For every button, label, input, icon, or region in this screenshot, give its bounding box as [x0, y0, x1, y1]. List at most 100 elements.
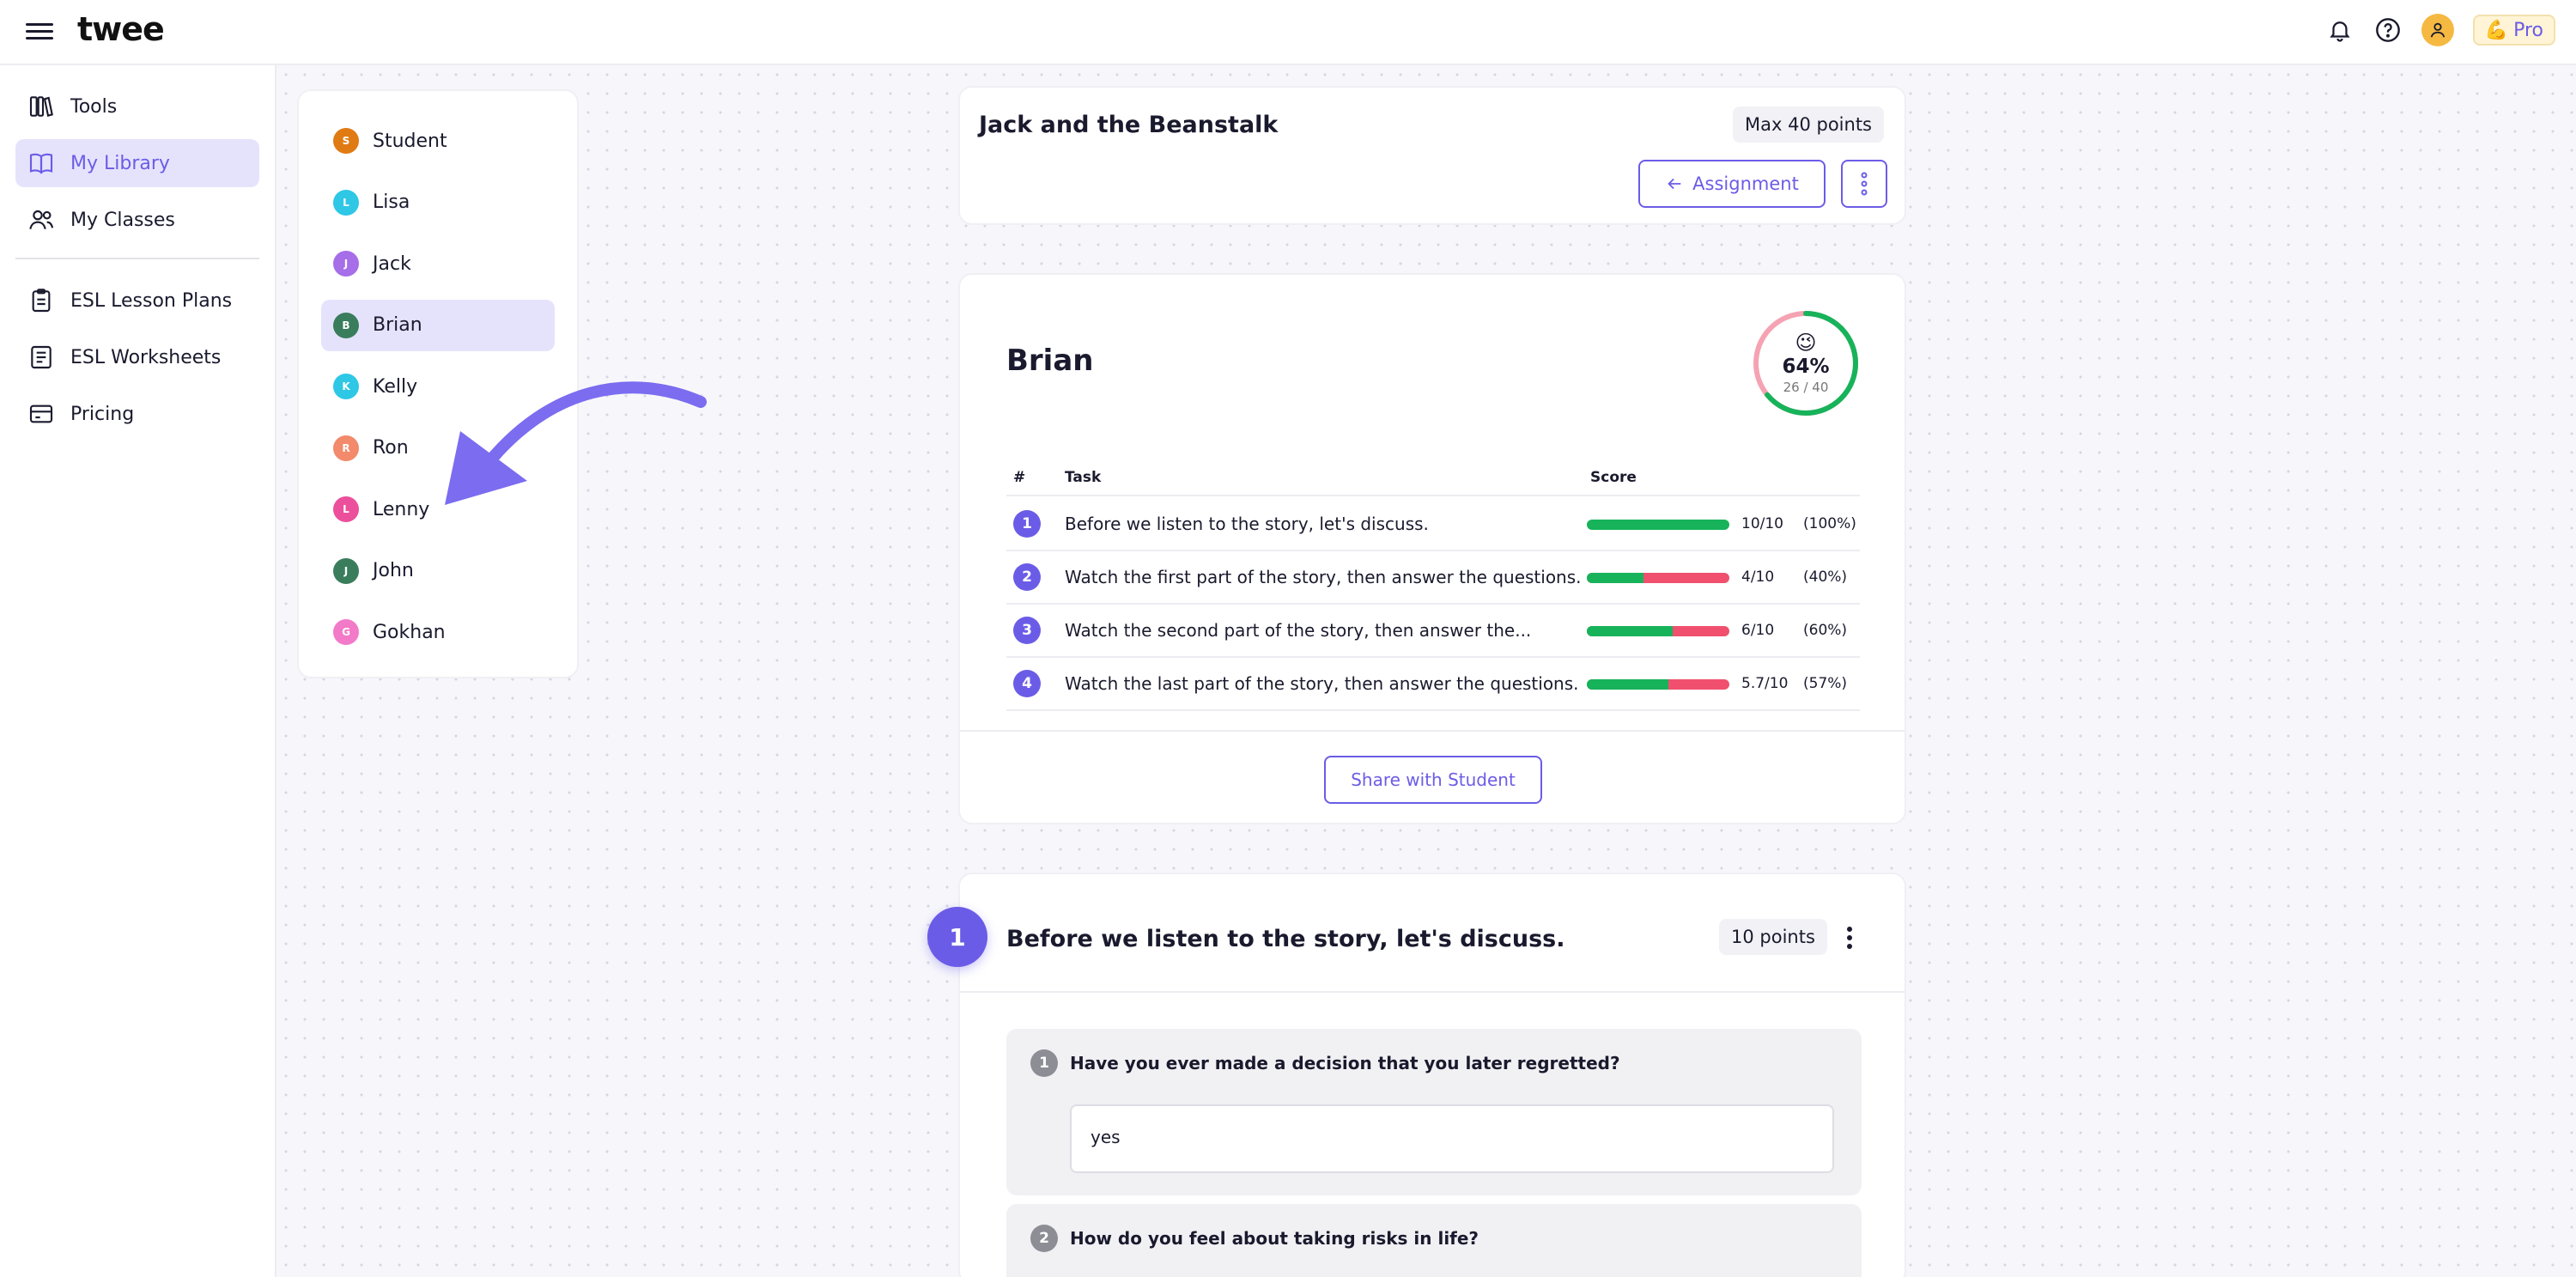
- student-name: Lisa: [373, 192, 410, 213]
- table-row[interactable]: 4 Watch the last part of the story, then…: [1006, 658, 1860, 711]
- score-bar: [1587, 573, 1729, 583]
- result-student-name: Brian: [1006, 344, 1094, 378]
- table-header: # Task Score: [1006, 462, 1860, 496]
- task-points-badge: 10 points: [1719, 919, 1827, 955]
- sidebar-item-label: ESL Worksheets: [70, 346, 222, 368]
- task-score: 4/10: [1741, 569, 1775, 586]
- sidebar-item-label: ESL Lesson Plans: [70, 289, 233, 312]
- more-options-button[interactable]: [1841, 160, 1887, 208]
- table-row[interactable]: 1 Before we listen to the story, let's d…: [1006, 498, 1860, 551]
- score-bar-fill: [1587, 626, 1673, 636]
- task-percent: (57%): [1803, 675, 1848, 692]
- table-row[interactable]: 2 Watch the first part of the story, the…: [1006, 551, 1860, 605]
- student-name: Lenny: [373, 498, 430, 520]
- classes-icon: [29, 210, 54, 229]
- task-name: Before we listen to the story, let's dis…: [1065, 514, 1429, 534]
- task-percent: (40%): [1803, 569, 1848, 586]
- lesson-plans-icon: [32, 289, 51, 313]
- student-avatar: J: [333, 557, 359, 584]
- task-score: 10/10: [1741, 515, 1783, 532]
- question-text: Have you ever made a decision that you l…: [1070, 1053, 1620, 1073]
- assignment-button-label: Assignment: [1692, 173, 1799, 194]
- student-avatar: J: [333, 251, 359, 277]
- task-number: 4: [1013, 670, 1041, 697]
- sidebar-item-label: Tools: [70, 95, 118, 118]
- student-avatar: G: [333, 619, 359, 645]
- sidebar-item-tools[interactable]: Tools: [15, 82, 259, 131]
- more-vertical-icon: [1847, 927, 1852, 949]
- worksheets-icon: [31, 345, 52, 369]
- sidebar-item-label: Pricing: [70, 403, 135, 425]
- task-more-options-button[interactable]: [1839, 924, 1860, 952]
- divider: [960, 730, 1905, 732]
- student-list: S Student L Lisa J Jack B Brian K Kelly …: [297, 89, 579, 678]
- task-number: 1: [1013, 510, 1041, 538]
- sidebar: Tools My Library My Classes ESL Lesson P…: [0, 65, 276, 1277]
- assignment-button[interactable]: Assignment: [1638, 160, 1826, 208]
- student-item[interactable]: J Jack: [321, 238, 555, 289]
- score-percent: 64%: [1782, 356, 1830, 378]
- task-score: 5.7/10: [1741, 675, 1789, 692]
- pro-emoji-icon: 💪: [2484, 19, 2509, 41]
- max-points-badge: Max 40 points: [1733, 106, 1884, 143]
- help-icon[interactable]: [2373, 15, 2403, 45]
- table-row[interactable]: 3 Watch the second part of the story, th…: [1006, 605, 1860, 658]
- share-with-student-button[interactable]: Share with Student: [1324, 756, 1542, 804]
- task-score: 6/10: [1741, 622, 1775, 639]
- student-avatar: S: [333, 128, 359, 154]
- student-item[interactable]: L Lisa: [321, 177, 555, 228]
- score-bar-fill: [1587, 679, 1668, 690]
- sidebar-divider: [15, 258, 259, 259]
- sidebar-item-my-classes[interactable]: My Classes: [15, 196, 259, 244]
- task-name: Watch the first part of the story, then …: [1065, 567, 1582, 587]
- arrow-left-icon: [1668, 178, 1681, 190]
- question-block: 1 Have you ever made a decision that you…: [1006, 1029, 1862, 1195]
- student-avatar: R: [333, 435, 359, 461]
- user-avatar[interactable]: [2421, 14, 2454, 46]
- score-bar-fill: [1587, 520, 1729, 530]
- more-vertical-icon: [1861, 172, 1868, 196]
- student-avatar: L: [333, 189, 359, 216]
- student-item[interactable]: R Ron: [321, 423, 555, 474]
- answer-field[interactable]: yes: [1070, 1104, 1834, 1173]
- pro-badge[interactable]: 💪 Pro: [2472, 15, 2555, 46]
- sidebar-item-label: My Classes: [70, 209, 175, 231]
- student-item[interactable]: G Gokhan: [321, 606, 555, 658]
- student-item-selected[interactable]: B Brian: [321, 299, 555, 351]
- pointer-arrow-icon: [445, 381, 707, 505]
- sidebar-item-my-library[interactable]: My Library: [15, 139, 259, 187]
- student-avatar: L: [333, 496, 359, 522]
- student-item[interactable]: K Kelly: [321, 361, 555, 412]
- notification-bell-icon[interactable]: [2325, 15, 2354, 45]
- student-item[interactable]: J John: [321, 545, 555, 597]
- student-name: Kelly: [373, 375, 418, 398]
- task-title: Before we listen to the story, let's dis…: [1006, 926, 1565, 952]
- score-ring: [1753, 311, 1858, 416]
- student-avatar: K: [333, 374, 359, 399]
- app-logo[interactable]: twee: [77, 10, 165, 48]
- task-number-badge: 1: [927, 907, 987, 967]
- sidebar-item-label: My Library: [70, 152, 170, 174]
- pricing-icon: [29, 404, 53, 423]
- student-item[interactable]: S Student: [321, 115, 555, 167]
- task-number: 2: [1013, 563, 1041, 591]
- task-name: Watch the second part of the story, then…: [1065, 620, 1532, 641]
- sidebar-item-pricing[interactable]: Pricing: [15, 390, 259, 438]
- sidebar-item-esl-lesson-plans[interactable]: ESL Lesson Plans: [15, 277, 259, 325]
- task-number: 3: [1013, 617, 1041, 644]
- sidebar-item-esl-worksheets[interactable]: ESL Worksheets: [15, 333, 259, 381]
- menu-icon[interactable]: [26, 19, 53, 45]
- score-points: 26 / 40: [1783, 380, 1829, 395]
- student-name: John: [373, 560, 414, 581]
- student-item[interactable]: L Lenny: [321, 483, 555, 535]
- pro-label: Pro: [2513, 19, 2543, 41]
- column-header-task: Task: [1065, 469, 1102, 486]
- column-header-score: Score: [1590, 469, 1637, 486]
- task-name: Watch the last part of the story, then a…: [1065, 673, 1579, 694]
- score-bar: [1587, 626, 1729, 636]
- assignment-header-card: Jack and the Beanstalk Max 40 points Ass…: [958, 86, 1906, 225]
- task-percent: (60%): [1803, 622, 1848, 639]
- student-name: Student: [373, 130, 447, 152]
- library-icon: [29, 153, 53, 174]
- score-bar: [1587, 679, 1729, 690]
